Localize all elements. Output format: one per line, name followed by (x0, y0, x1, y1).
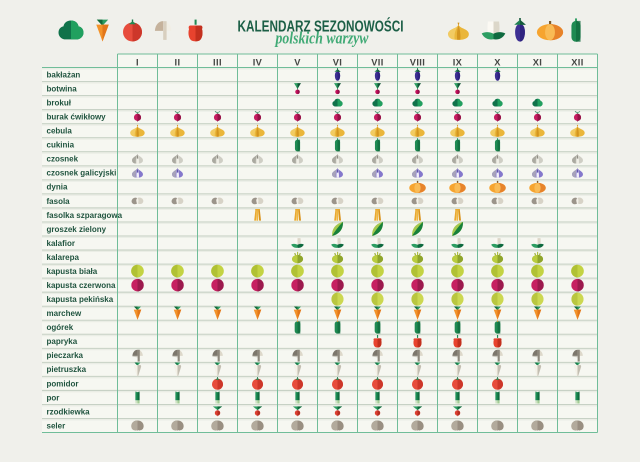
svg-text:pietruszka: pietruszka (47, 365, 87, 374)
svg-text:kapusta czerwona: kapusta czerwona (47, 281, 116, 290)
svg-text:fasolka szparagowa: fasolka szparagowa (47, 211, 123, 220)
svg-text:III: III (213, 57, 222, 67)
svg-text:burak ćwikłowy: burak ćwikłowy (47, 113, 107, 122)
svg-text:brokuł: brokuł (47, 99, 72, 108)
svg-text:KALENDARZ SEZONOWOŚCI: KALENDARZ SEZONOWOŚCI (238, 18, 404, 36)
svg-text:V: V (294, 57, 301, 67)
svg-text:kalarepa: kalarepa (47, 253, 80, 262)
svg-text:rzodkiewka: rzodkiewka (47, 407, 91, 416)
svg-text:czosnek: czosnek (47, 155, 79, 164)
svg-text:VII: VII (371, 57, 384, 67)
svg-text:fasola: fasola (47, 197, 71, 206)
svg-text:groszek zielony: groszek zielony (47, 225, 107, 234)
svg-text:XII: XII (571, 57, 584, 67)
svg-text:cebula: cebula (47, 127, 73, 136)
svg-text:kapusta pekińska: kapusta pekińska (47, 295, 114, 304)
svg-text:bakłażan: bakłażan (47, 70, 81, 79)
svg-text:XI: XI (533, 57, 543, 67)
svg-text:polskich warzyw: polskich warzyw (274, 29, 369, 48)
svg-text:seler: seler (47, 421, 66, 430)
svg-text:II: II (175, 57, 181, 67)
svg-text:marchew: marchew (47, 309, 82, 318)
svg-text:cukinia: cukinia (47, 141, 75, 150)
svg-text:IV: IV (253, 57, 263, 67)
svg-text:ogórek: ogórek (47, 323, 74, 332)
svg-text:por: por (47, 393, 60, 402)
svg-text:pomidor: pomidor (47, 379, 79, 388)
svg-text:botwina: botwina (47, 84, 78, 93)
svg-text:VIII: VIII (410, 57, 426, 67)
svg-text:kalafior: kalafior (47, 239, 75, 248)
svg-text:X: X (494, 57, 501, 67)
svg-text:I: I (136, 57, 139, 67)
svg-text:kapusta biała: kapusta biała (47, 267, 98, 276)
svg-text:czosnek galicyjski: czosnek galicyjski (47, 169, 117, 178)
svg-text:IX: IX (453, 57, 463, 67)
svg-text:dynia: dynia (47, 183, 68, 192)
svg-text:pieczarka: pieczarka (47, 351, 84, 360)
svg-text:VI: VI (333, 57, 343, 67)
svg-text:papryka: papryka (47, 337, 78, 346)
